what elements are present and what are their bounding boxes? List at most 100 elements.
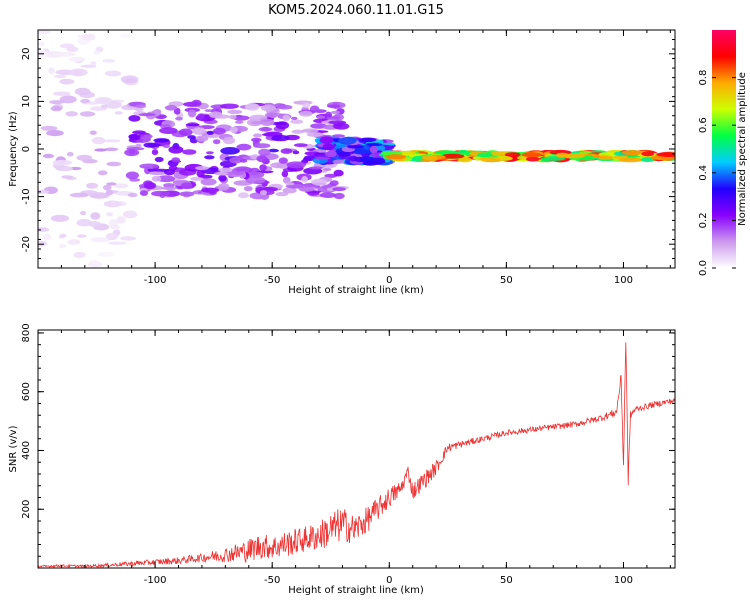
- heatmap-cell: [564, 153, 585, 159]
- heatmap-cell: [139, 190, 149, 197]
- heatmap-cell: [59, 78, 75, 85]
- heatmap-cell: [333, 169, 344, 177]
- heatmap-cell: [125, 171, 139, 180]
- heatmap-cell: [66, 151, 74, 157]
- heatmap-cell: [132, 130, 146, 135]
- heatmap-cell: [191, 99, 202, 107]
- heatmap-cell: [114, 111, 123, 115]
- heatmap-cell: [163, 144, 170, 149]
- spectrogram-heatmap: [38, 30, 675, 268]
- heatmap-cell: [94, 97, 113, 105]
- heatmap-cell: [73, 251, 86, 259]
- heatmap-cell: [301, 128, 319, 134]
- heatmap-cell: [106, 232, 118, 241]
- heatmap-cell: [93, 50, 100, 55]
- snr-x-ticks: -100 -50 0 50 100: [37, 330, 671, 586]
- colorbar-tick-label: 0.6: [698, 117, 709, 133]
- heatmap-cell: [151, 175, 162, 182]
- heatmap-cell: [268, 148, 279, 153]
- heatmap-cell: [319, 136, 334, 145]
- spectrogram-x-label: Height of straight line (km): [288, 285, 424, 296]
- heatmap-cell: [38, 30, 51, 35]
- heatmap-cell: [354, 149, 375, 154]
- heatmap-cell: [208, 111, 223, 119]
- y-tick-label: 0: [21, 146, 32, 152]
- heatmap-cell: [105, 189, 114, 196]
- heatmap-cell: [87, 221, 101, 227]
- heatmap-cell: [139, 163, 159, 169]
- heatmap-cell: [204, 155, 215, 160]
- heatmap-cell: [218, 174, 227, 182]
- heatmap-cell: [253, 143, 271, 149]
- heatmap-cell: [253, 133, 263, 138]
- heatmap-cell: [100, 104, 108, 109]
- heatmap-cell: [292, 150, 300, 155]
- heatmap-cell: [187, 109, 197, 118]
- heatmap-cell: [325, 150, 337, 158]
- heatmap-cell: [104, 147, 119, 152]
- heatmap-cell: [441, 153, 465, 159]
- heatmap-cell: [106, 212, 114, 217]
- heatmap-cell: [259, 164, 267, 171]
- heatmap-cell: [82, 33, 96, 41]
- heatmap-cell: [76, 154, 93, 161]
- y-tick-label: -10: [21, 188, 32, 204]
- colorbar-tick-label: 0.8: [698, 70, 709, 86]
- spectrogram-y-label: Frequency (Hz): [8, 111, 19, 187]
- heatmap-cell: [222, 136, 236, 145]
- heatmap-cell: [316, 115, 326, 120]
- heatmap-cell: [251, 120, 262, 125]
- heatmap-cell: [106, 182, 117, 186]
- colorbar: 0.0 0.2 0.4 0.6 0.8 Normalized spectral ampl…: [698, 30, 748, 276]
- heatmap-cell: [80, 64, 97, 68]
- heatmap-cell: [526, 156, 540, 162]
- heatmap-cell: [291, 116, 298, 120]
- heatmap-cell: [238, 192, 249, 199]
- heatmap-cell: [124, 78, 136, 83]
- heatmap-cell: [504, 152, 521, 158]
- y-tick-label: 400: [21, 441, 32, 460]
- heatmap-cell: [522, 152, 542, 158]
- heatmap-cell: [299, 186, 315, 192]
- heatmap-cell: [90, 237, 111, 243]
- heatmap-cell: [40, 125, 58, 131]
- heatmap-cell: [227, 109, 243, 115]
- heatmap-cell: [59, 95, 77, 104]
- colorbar-gradient: [712, 30, 736, 268]
- colorbar-tick-label: 0.4: [698, 165, 709, 181]
- heatmap-cell: [275, 192, 289, 197]
- heatmap-cell: [80, 98, 91, 104]
- heatmap-cell: [232, 115, 250, 121]
- heatmap-cell: [148, 171, 167, 175]
- heatmap-cell: [293, 143, 308, 148]
- heatmap-cell: [168, 145, 184, 154]
- heatmap-cell: [94, 148, 107, 152]
- heatmap-cell: [103, 139, 121, 143]
- heatmap-cell: [598, 155, 613, 161]
- heatmap-cell: [206, 151, 214, 155]
- heatmap-cell: [49, 100, 65, 105]
- colorbar-tick-label: 0.2: [698, 212, 709, 228]
- y-tick-label: 20: [21, 47, 32, 60]
- heatmap-cell: [618, 157, 642, 163]
- snr-frame: [37, 329, 676, 569]
- heatmap-cell: [322, 143, 334, 151]
- heatmap-cell: [264, 112, 278, 119]
- heatmap-cell: [107, 241, 127, 245]
- x-tick-label: 100: [614, 275, 633, 286]
- heatmap-cell: [38, 227, 50, 232]
- heatmap-cell: [256, 155, 268, 163]
- heatmap-cell: [104, 70, 122, 77]
- heatmap-cell: [260, 104, 276, 112]
- heatmap-cell: [128, 115, 141, 122]
- snr-series-line: [38, 342, 675, 568]
- y-tick-label: 800: [21, 323, 32, 342]
- heatmap-cell: [97, 251, 115, 257]
- heatmap-cell: [42, 153, 55, 159]
- heatmap-cell: [52, 159, 72, 166]
- heatmap-cell: [285, 182, 295, 186]
- heatmap-cell: [48, 67, 55, 74]
- heatmap-cell: [161, 186, 178, 190]
- heatmap-cell: [327, 104, 341, 108]
- heatmap-cell: [196, 170, 205, 178]
